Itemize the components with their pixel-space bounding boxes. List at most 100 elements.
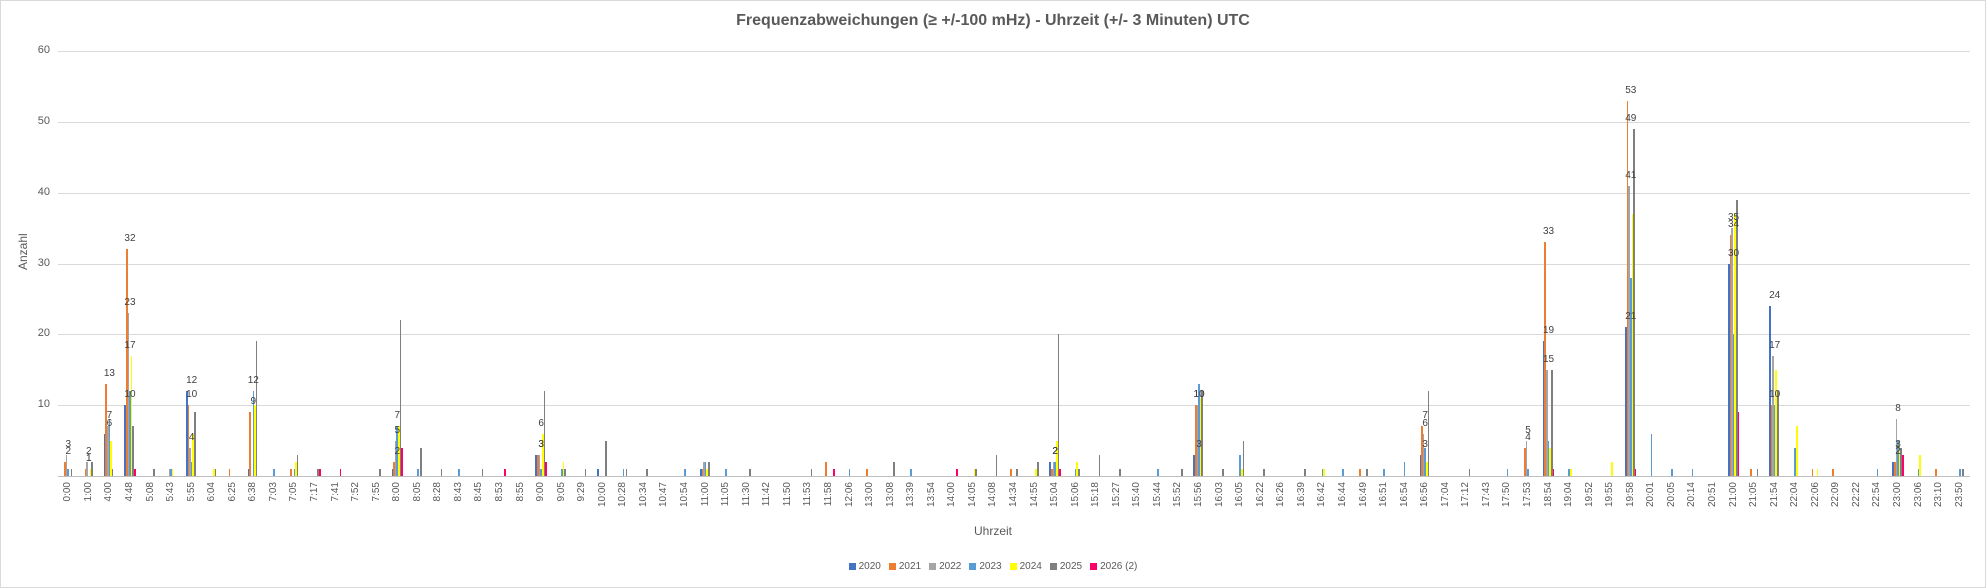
- bar-2020-18:54: [1542, 341, 1545, 476]
- bar-2021-15:04: [1051, 468, 1053, 476]
- bar-2023-15:56: [1198, 383, 1200, 476]
- data-label: 2: [1895, 445, 1901, 457]
- x-tick-label: 13:08: [884, 482, 896, 508]
- x-tick-label: 17:50: [1501, 482, 1513, 508]
- bar-2023-7:03: [273, 468, 275, 476]
- x-tick-label: 14:05: [966, 482, 978, 508]
- bar-2025-4:00: [111, 468, 114, 476]
- bar-2024-4:00: [110, 440, 112, 476]
- bar-2022-21:54: [1772, 355, 1774, 476]
- bar-2025-15:27: [1119, 468, 1121, 476]
- x-tick-label: 13:54: [925, 482, 937, 508]
- gridline: [58, 192, 1970, 194]
- data-label: 7: [394, 410, 400, 422]
- bar-2025-18:54: [1550, 369, 1553, 476]
- gridline: [58, 121, 1970, 123]
- data-label: 2: [1052, 445, 1058, 457]
- bar-2023-16:05: [1239, 454, 1241, 476]
- bar-2022-16:56: [1422, 433, 1425, 476]
- legend-item-2025[interactable]: 2025: [1049, 561, 1082, 572]
- x-axis-label: Uhrzeit: [973, 524, 1012, 538]
- bar-2026-8:53: [504, 468, 506, 476]
- x-tick-label: 16:49: [1357, 482, 1369, 508]
- data-label: 17: [124, 339, 136, 351]
- bar-2021-0:00: [64, 461, 66, 476]
- data-label: 3: [1196, 438, 1202, 450]
- bar-2021-4:48: [125, 249, 128, 476]
- x-tick-label: 9:29: [576, 482, 588, 502]
- legend-item-2023[interactable]: 2023: [969, 561, 1002, 572]
- data-label: 10: [1193, 389, 1205, 401]
- bar-2025-8:28: [440, 468, 443, 476]
- bar-2020-5:55: [185, 391, 188, 476]
- data-label: 10: [1193, 389, 1205, 401]
- bar-2024-4:48: [130, 355, 133, 476]
- bar-2021-21:05: [1750, 468, 1752, 476]
- legend-swatch-icon: [1049, 563, 1057, 570]
- data-label: 5: [1525, 424, 1531, 436]
- bar-2023-16:56: [1424, 447, 1426, 476]
- bar-2026-15:04: [1059, 468, 1061, 476]
- data-label: 3: [1422, 438, 1428, 450]
- bar-2026-7:17: [319, 468, 321, 476]
- bar-2020-10:00: [597, 468, 599, 476]
- bar-2023-16:54: [1403, 461, 1406, 476]
- bar-2025-9:05: [564, 468, 566, 476]
- bar-2023-5:43: [170, 468, 172, 476]
- x-tick-label: 10:34: [637, 482, 649, 508]
- legend-item-2024[interactable]: 2024: [1009, 561, 1042, 572]
- x-tick-label: 19:55: [1604, 482, 1616, 508]
- legend-swatch-icon: [1009, 563, 1017, 570]
- x-tick-label: 19:04: [1563, 482, 1575, 508]
- x-tick-label: 7:41: [329, 482, 341, 502]
- bar-2025-19:58: [1633, 128, 1635, 476]
- bar-2025-7:17: [317, 468, 320, 476]
- x-tick-label: 16:05: [1234, 482, 1246, 508]
- x-tick-label: 10:47: [658, 482, 670, 508]
- bar-2025-16:05: [1242, 440, 1245, 476]
- legend-item-2022[interactable]: 2022: [929, 561, 961, 572]
- x-tick-label: 6:04: [206, 482, 218, 502]
- bar-2022-21:00: [1731, 228, 1733, 476]
- y-tick-label: 40: [37, 185, 50, 198]
- bar-2023-10:28: [622, 468, 625, 476]
- y-tick-label: 10: [37, 398, 50, 411]
- x-tick-label: 6:25: [226, 482, 238, 502]
- bar-2025-15:56: [1201, 391, 1204, 476]
- x-tick-label: 7:05: [288, 482, 300, 502]
- x-tick-label: 16:51: [1378, 482, 1390, 508]
- data-label: 6: [538, 417, 544, 429]
- data-label: 7: [106, 410, 113, 422]
- bar-2025-14:08: [995, 454, 998, 476]
- legend: 2020 2021 2022 2023 2024 2025 2026 (2): [0, 561, 1986, 572]
- data-label: 35: [1728, 212, 1740, 224]
- data-label: 23: [124, 297, 136, 309]
- x-tick-label: 11:58: [822, 482, 834, 507]
- legend-item-2020[interactable]: 2020: [848, 561, 881, 572]
- bar-2025-21:54: [1777, 391, 1779, 476]
- bar-2020-4:00: [103, 433, 106, 476]
- x-tick-label: 14:34: [1008, 482, 1019, 508]
- x-tick-label: 7:17: [308, 482, 320, 502]
- x-tick-label: 18:54: [1542, 482, 1554, 508]
- x-tick-label: 15:18: [1090, 482, 1102, 508]
- bar-2025-8:00: [399, 320, 402, 476]
- data-label: 9: [250, 396, 257, 408]
- legend-item-2026[interactable]: 2026 (2): [1090, 561, 1137, 572]
- bar-2023-15:44: [1157, 468, 1159, 476]
- legend-item-2021[interactable]: 2021: [888, 561, 921, 572]
- x-tick-label: 5:08: [144, 482, 156, 502]
- x-tick-label: 14:00: [946, 482, 958, 508]
- bar-2021-21:54: [1770, 405, 1773, 476]
- x-tick-label: 13:39: [905, 482, 917, 508]
- bar-2020-9:00: [535, 454, 538, 476]
- bar-2022-18:54: [1546, 369, 1548, 476]
- bar-2025-10:00: [605, 440, 607, 476]
- gridline: [58, 405, 1970, 407]
- x-tick-label: 21:54: [1768, 482, 1780, 508]
- bar-2020-15:56: [1193, 454, 1195, 476]
- bar-2025-4:48: [132, 426, 134, 476]
- x-tick-label: 16:26: [1275, 482, 1287, 508]
- data-label: 2: [394, 445, 400, 457]
- bar-2020-8:00: [391, 468, 394, 476]
